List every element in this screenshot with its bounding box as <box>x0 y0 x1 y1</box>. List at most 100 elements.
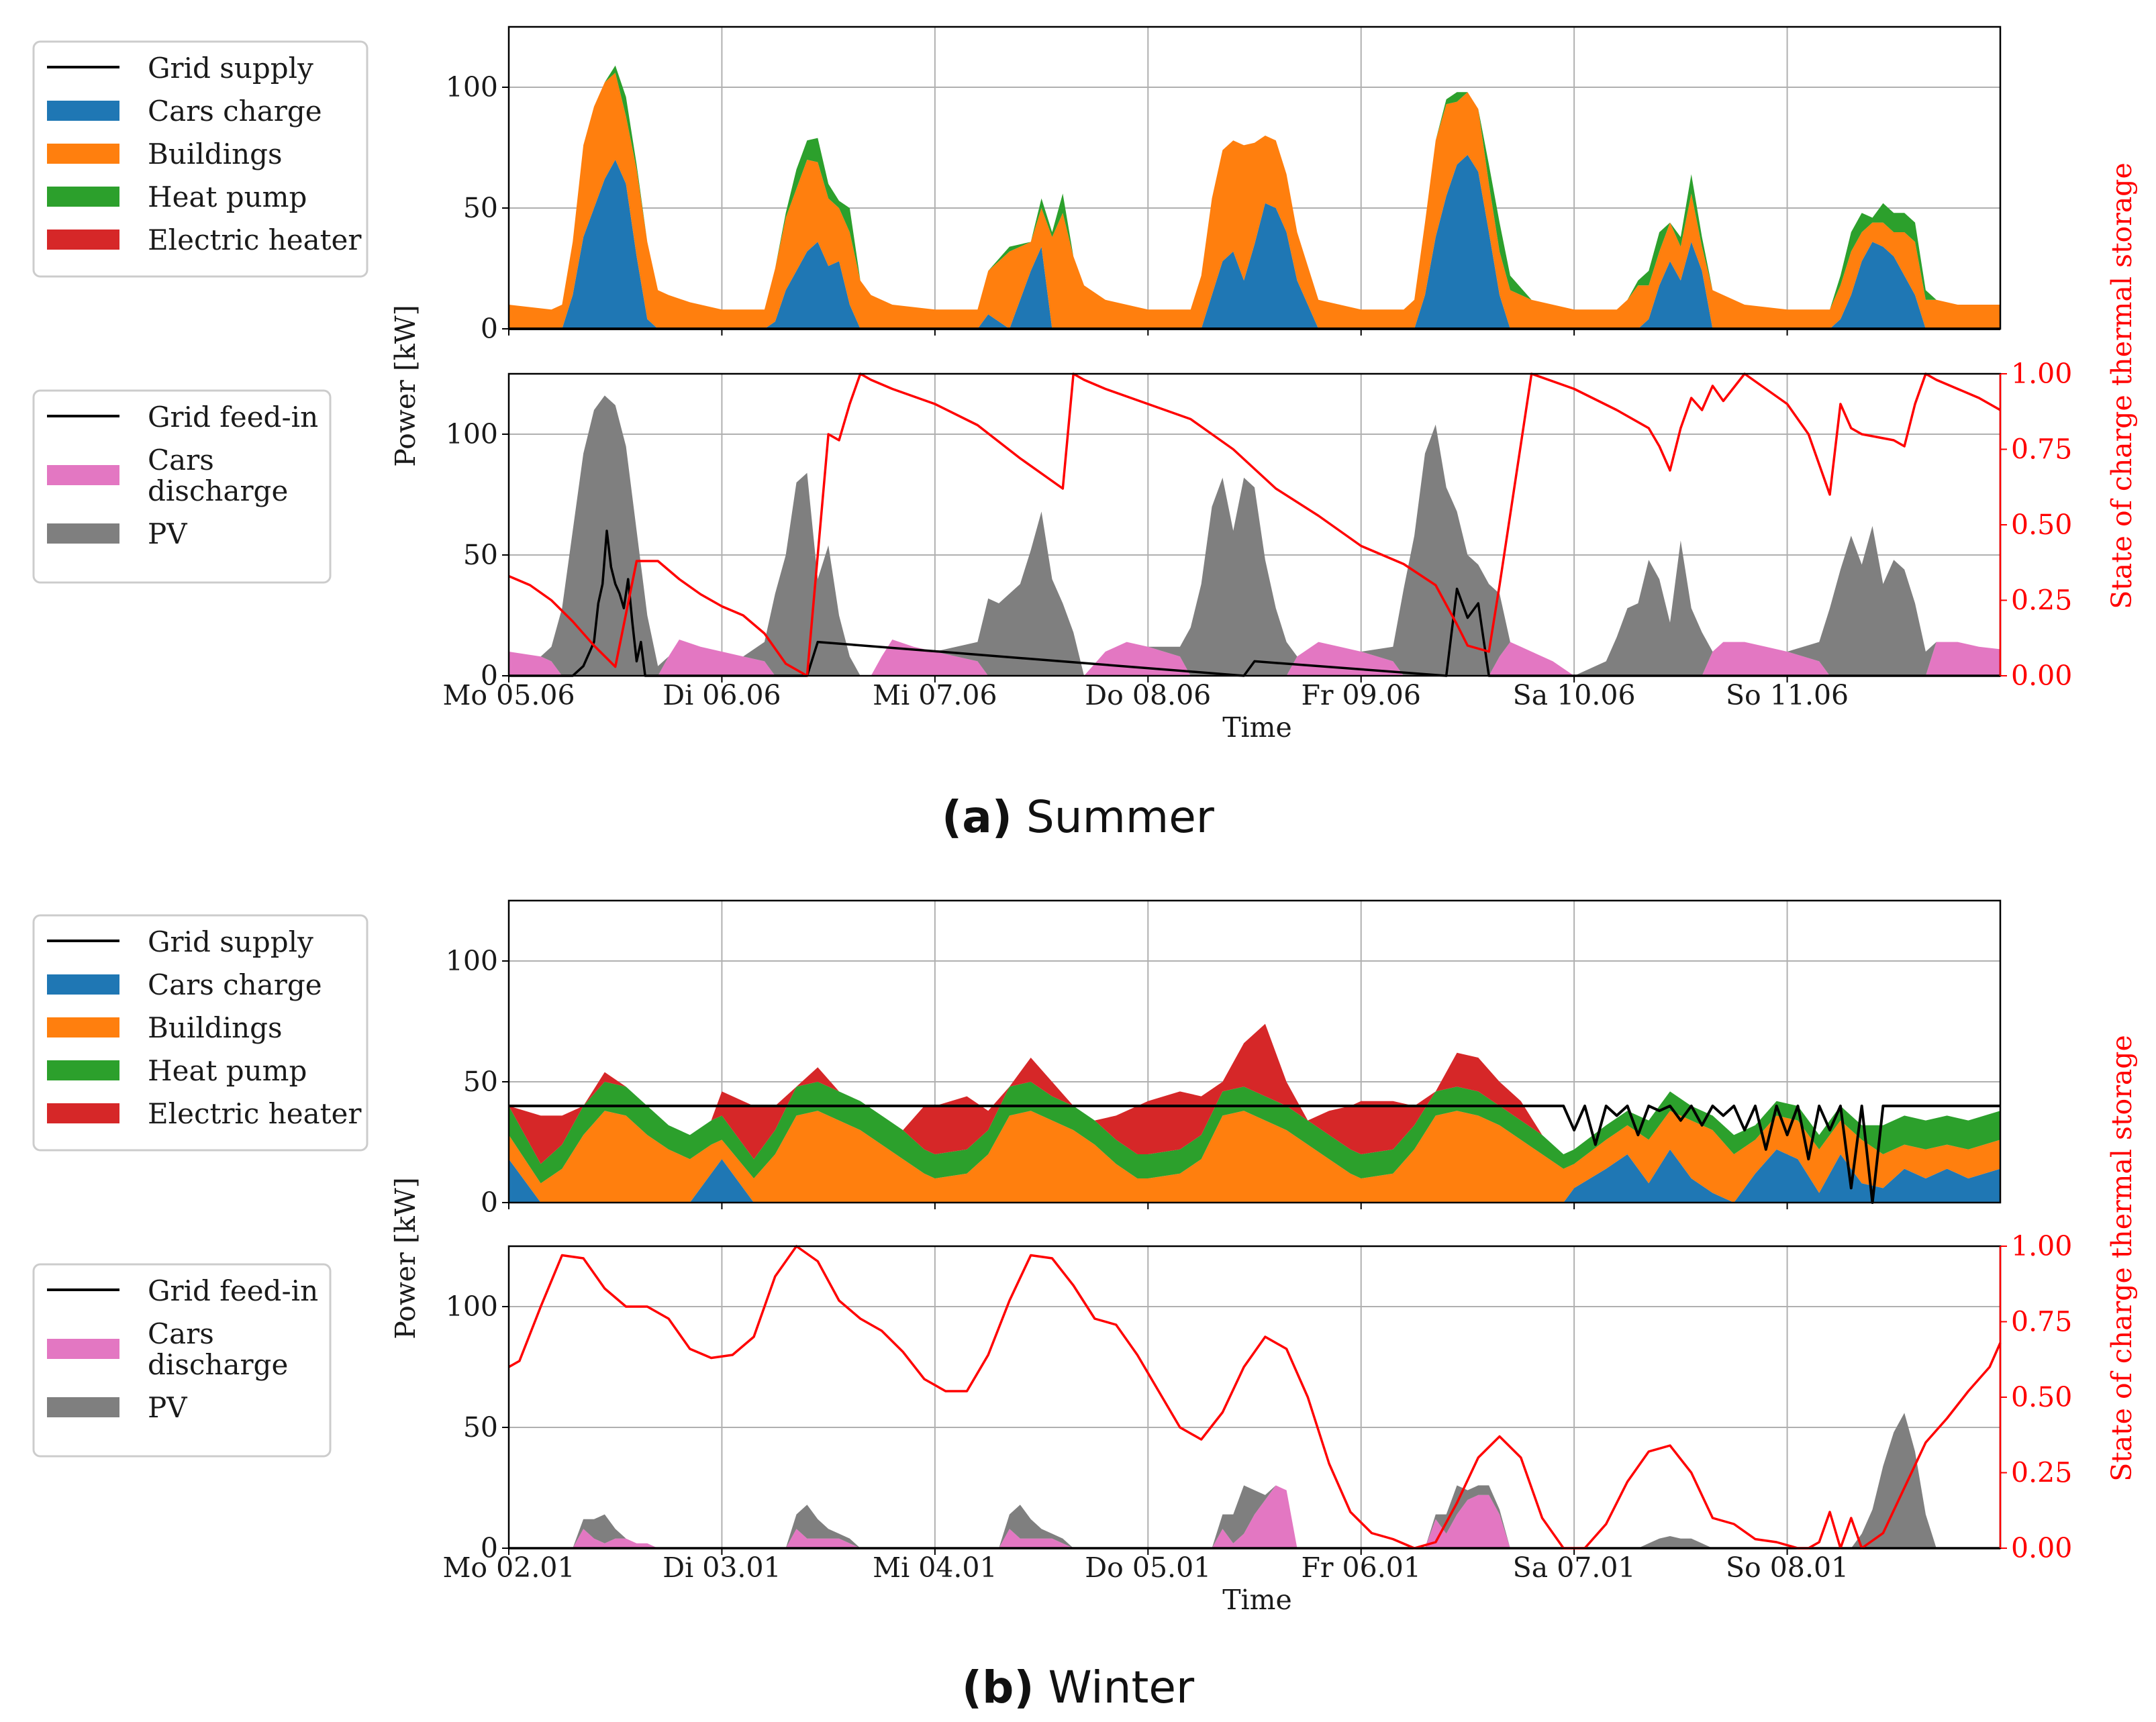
x-tick-label: So 11.06 <box>1726 679 1849 711</box>
legend-label: discharge <box>148 474 288 507</box>
legend-label: Electric heater <box>148 1097 362 1130</box>
legend-label: Grid feed-in <box>148 1274 318 1307</box>
legend-label: Grid supply <box>148 925 313 958</box>
soc-tick-label: 0.75 <box>2011 1306 2072 1338</box>
legend-label: PV <box>148 517 187 550</box>
legend-label: Electric heater <box>148 223 362 256</box>
legend-consumption <box>32 914 369 1152</box>
consumption-cars-charge-area <box>509 154 2000 330</box>
soc-tick-label: 0.75 <box>2011 434 2072 466</box>
legend-swatch <box>47 1397 119 1417</box>
axes-consumption: 0 50 100 <box>446 26 2002 345</box>
legend-swatch <box>47 144 119 164</box>
y-axis-label: Power [kW] <box>389 305 422 467</box>
generation-cars-discharge-area <box>509 640 2000 676</box>
y-tick-label: 0 <box>481 1532 498 1564</box>
legend-label: Grid supply <box>148 52 313 85</box>
legend-label: Cars charge <box>148 968 322 1001</box>
y-tick-label: 50 <box>463 192 498 224</box>
legend-swatch <box>47 523 119 544</box>
y-axis-label: Power [kW] <box>389 1177 422 1339</box>
legend-swatch <box>47 974 119 995</box>
soc-tick-label: 0.25 <box>2011 585 2072 617</box>
soc-axis-label: State of charge thermal storage <box>2106 1035 2138 1482</box>
caption-label: (a) <box>942 791 1012 843</box>
x-tick-label: Sa 10.06 <box>1513 679 1636 711</box>
x-tick-label: Di 06.06 <box>663 679 781 711</box>
y-tick-label: 0 <box>481 313 498 345</box>
caption-title: Winter <box>1048 1662 1194 1713</box>
legend-label: discharge <box>148 1348 288 1381</box>
y-tick-label: 100 <box>446 418 498 450</box>
axes-frame <box>507 26 2002 330</box>
x-tick-label: Do 05.01 <box>1085 1552 1211 1584</box>
y-tick-label: 100 <box>446 945 498 977</box>
legend-swatch <box>47 1060 119 1080</box>
soc-tick-label: 0.50 <box>2011 1381 2072 1413</box>
legend-label: Cars charge <box>148 95 322 128</box>
legend-label: Buildings <box>148 138 283 170</box>
x-tick-label: Mo 05.06 <box>442 679 575 711</box>
axes-consumption: 0 50 100 <box>446 899 2002 1219</box>
axes-generation: 0 50 100 0.00 0.25 0.50 0.75 1.00 <box>446 358 2073 692</box>
soc-axis-label: State of charge thermal storage <box>2106 162 2138 609</box>
legend-label: Heat pump <box>148 181 307 213</box>
panel-caption: (b) Winter <box>962 1662 1195 1713</box>
consumption-cars-charge-area <box>509 1149 2000 1203</box>
soc-tick-label: 1.00 <box>2011 1230 2072 1262</box>
grid-supply-line <box>509 1105 2000 1204</box>
legend-consumption <box>32 40 369 278</box>
soc-tick-label: 0.00 <box>2011 660 2072 692</box>
caption-label: (b) <box>962 1662 1034 1713</box>
legend-swatch <box>47 465 119 485</box>
legend-label: Cars <box>148 444 214 476</box>
panel-caption: (a) Summer <box>942 791 1215 843</box>
y-tick-label: 0 <box>481 660 498 692</box>
grid-feed-in-line <box>509 529 2000 677</box>
axes-generation: 0 50 100 0.00 0.25 0.50 0.75 1.00 <box>446 1230 2073 1564</box>
generation-cars-discharge-area <box>509 1485 2000 1548</box>
consumption-buildings-area <box>509 1111 2000 1203</box>
x-tick-label: Mo 02.01 <box>442 1552 575 1584</box>
legend-label: Grid feed-in <box>148 401 318 434</box>
legend-label: Buildings <box>148 1011 283 1044</box>
x-tick-label: Do 08.06 <box>1085 679 1211 711</box>
legend-label: PV <box>148 1391 187 1424</box>
legend-swatch <box>47 1339 119 1359</box>
y-tick-label: 100 <box>446 1290 498 1323</box>
legend-swatch <box>47 1103 119 1123</box>
legend-swatch <box>47 230 119 250</box>
y-tick-label: 50 <box>463 1066 498 1098</box>
consumption-heat-pump-area <box>509 1082 2000 1184</box>
generation-pv-area <box>509 395 2000 676</box>
soc-tick-label: 0.50 <box>2011 509 2072 541</box>
x-tick-label: Mi 07.06 <box>873 679 997 711</box>
y-tick-label: 50 <box>463 1411 498 1444</box>
caption-text <box>1012 791 1026 843</box>
y-tick-label: 100 <box>446 71 498 103</box>
y-tick-label: 0 <box>481 1186 498 1219</box>
x-tick-label: Mi 04.01 <box>873 1552 997 1584</box>
consumption-buildings-area <box>509 72 2000 330</box>
y-tick-label: 50 <box>463 539 498 571</box>
x-tick-label: Sa 07.01 <box>1513 1552 1636 1584</box>
panel-b: 0 50 100 0 50 100 0.00 0.25 0.50 0.75 1.00 Mo 02.01… <box>32 899 2138 1713</box>
x-tick-label: Fr 09.06 <box>1301 679 1420 711</box>
consumption-electric-heater-area <box>509 1023 2000 1164</box>
legend-label: Heat pump <box>148 1054 307 1087</box>
panel-a: 0 50 100 0 50 100 0.00 0.25 0.50 0.75 1.00 Mo 05.06… <box>32 26 2138 843</box>
caption-title: Summer <box>1026 791 1215 843</box>
x-axis-label: Time <box>1222 711 1292 744</box>
caption-text <box>1034 1662 1048 1713</box>
x-tick-label: So 08.01 <box>1726 1552 1849 1584</box>
soc-tick-label: 0.25 <box>2011 1457 2072 1489</box>
soc-tick-label: 1.00 <box>2011 358 2072 390</box>
axes-frame <box>507 899 2002 1204</box>
soc-tick-label: 0.00 <box>2011 1532 2072 1564</box>
x-axis-label: Time <box>1222 1584 1292 1616</box>
legend-swatch <box>47 1017 119 1037</box>
x-tick-label: Fr 06.01 <box>1301 1552 1420 1584</box>
soc-line <box>508 372 2001 677</box>
legend-swatch <box>47 101 119 121</box>
